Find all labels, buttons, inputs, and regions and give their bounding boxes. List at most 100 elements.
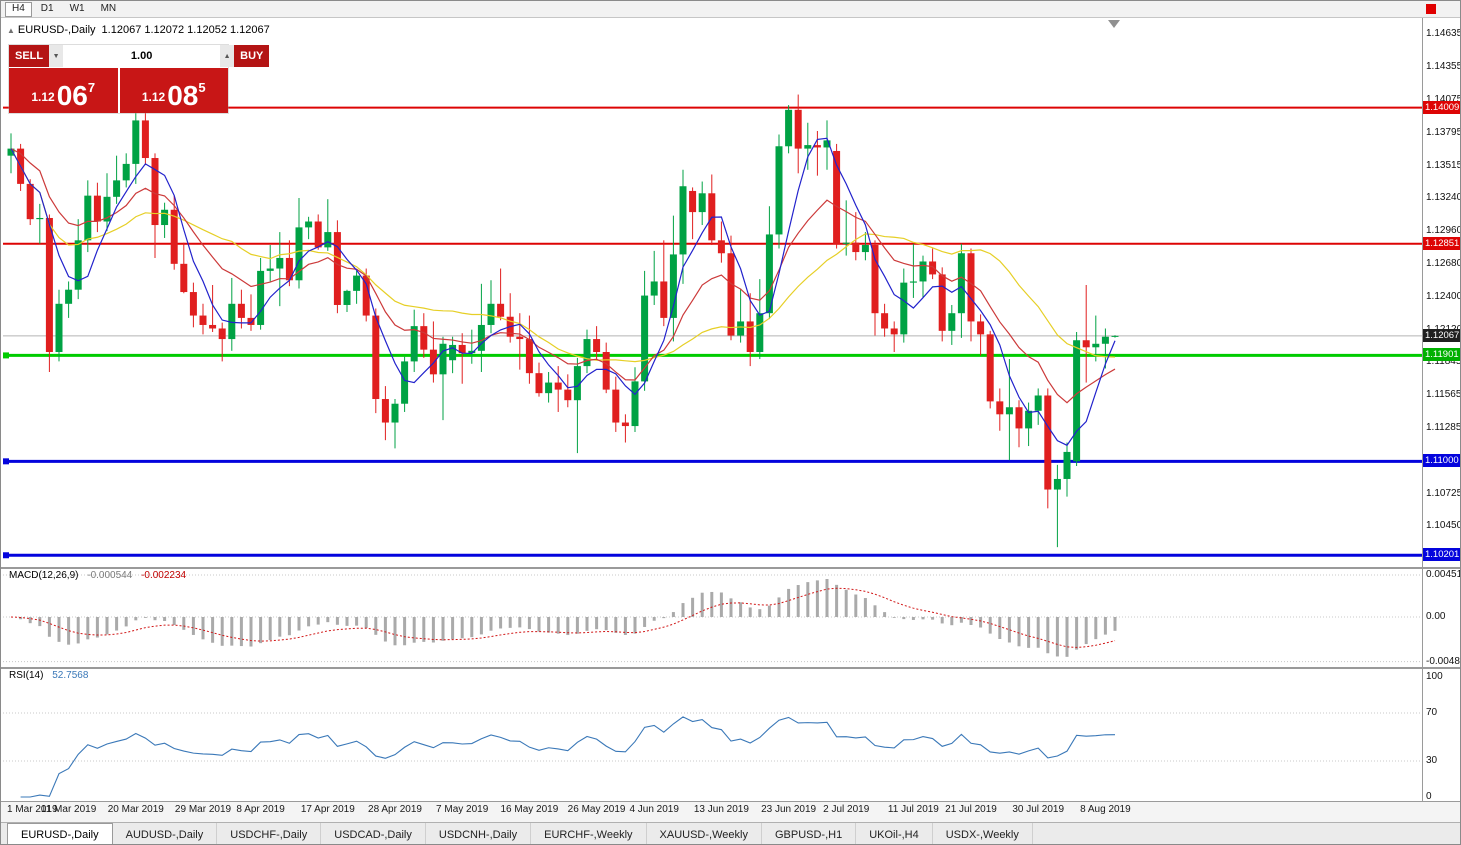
candle	[449, 344, 457, 361]
candle	[938, 274, 946, 331]
chart-tabs-bar: EURUSD-,Daily AUDUSD-,Daily USDCHF-,Daily U…	[1, 822, 1460, 844]
sell-price-sup: 7	[87, 80, 96, 95]
level-handle[interactable]	[3, 552, 9, 559]
tab-eurchf-weekly[interactable]: EURCHF-,Weekly	[531, 823, 647, 844]
price-tick-label: 1.11285	[1426, 421, 1461, 433]
tab-usdcnh-daily[interactable]: USDCNH-,Daily	[426, 823, 532, 844]
candle	[1082, 340, 1090, 348]
tab-gbpusd-h1[interactable]: GBPUSD-,H1	[762, 823, 857, 844]
chart-title: ▲ EURUSD-,Daily 1.12067 1.12072 1.12052 1.…	[7, 24, 270, 36]
date-label: 21 Jul 2019	[945, 804, 997, 815]
candle	[468, 350, 476, 354]
candle	[45, 217, 53, 352]
candle	[1025, 410, 1033, 429]
candle	[381, 399, 389, 423]
candle	[93, 195, 101, 222]
candle	[391, 403, 399, 423]
candle	[583, 339, 591, 367]
timeframe-h4-button[interactable]: H4	[5, 1, 32, 17]
candle	[737, 321, 745, 336]
candle	[861, 245, 869, 253]
buy-price-big: 08	[167, 80, 199, 112]
macd-signal-value: -0.002234	[141, 570, 187, 581]
price-level-tag: 1.11901	[1423, 348, 1460, 362]
level-handle[interactable]	[3, 458, 9, 465]
timeframe-mn-button[interactable]: MN	[94, 2, 124, 17]
tab-usdchf-daily[interactable]: USDCHF-,Daily	[217, 823, 322, 844]
macd-panel-divider[interactable]	[1, 567, 1460, 569]
macd-name: MACD(12,26,9)	[9, 570, 79, 581]
collapse-arrow-icon[interactable]: ▲	[7, 26, 15, 35]
volume-increase-button[interactable]: ▲	[220, 45, 235, 67]
chart-shift-marker-icon[interactable]	[1108, 20, 1120, 28]
top-toolbar: H4 D1 W1 MN	[1, 1, 1460, 18]
rsi-name: RSI(14)	[9, 670, 44, 681]
sell-price-prefix: 1.12	[31, 90, 55, 104]
rsi-layer	[3, 712, 1422, 798]
candle	[353, 275, 361, 291]
price-level-tag: 1.12851	[1423, 236, 1460, 250]
candle	[276, 257, 284, 269]
candle	[372, 315, 380, 400]
slow-yellow-ma-line	[10, 148, 1116, 363]
buy-button[interactable]: BUY	[234, 45, 270, 67]
date-axis: 1 Mar 2019 11 Mar 2019 20 Mar 2019 29 Mar 2…	[1, 804, 1422, 819]
candle	[324, 232, 332, 248]
candle	[554, 382, 562, 390]
price-tick-label: 1.13795	[1426, 126, 1461, 138]
candle	[775, 146, 783, 235]
candle	[26, 183, 34, 220]
candle	[65, 289, 73, 304]
candle	[458, 344, 466, 354]
sell-price-button[interactable]: 1.12 06 7	[9, 68, 118, 113]
tab-usdcad-daily[interactable]: USDCAD-,Daily	[321, 823, 426, 844]
candle	[343, 290, 351, 305]
candle	[900, 282, 908, 335]
date-label: 29 Mar 2019	[174, 804, 232, 815]
trade-panel-header-row: SELL ▼ ▲ BUY	[9, 45, 270, 67]
date-label: 23 Jun 2019	[761, 804, 817, 815]
volume-decrease-button[interactable]: ▼	[49, 45, 64, 67]
level-handle[interactable]	[3, 352, 9, 359]
time-axis-strip	[1, 802, 1460, 822]
candle	[525, 339, 533, 374]
candle	[631, 381, 639, 427]
candle	[1005, 407, 1013, 415]
tab-usdx-weekly[interactable]: USDX-,Weekly	[933, 823, 1033, 844]
tab-ukoil-h4[interactable]: UKOil-,H4	[856, 823, 933, 844]
macd-indicator-label: MACD(12,26,9) -0.000544 -0.002234	[9, 570, 186, 581]
one-click-trading-panel: SELL ▼ ▲ BUY 1.12 06 7 1.12 08 5	[9, 45, 270, 113]
candle	[890, 328, 898, 335]
candle	[660, 281, 668, 318]
candle	[881, 313, 889, 329]
timeframe-d1-button[interactable]: D1	[34, 2, 61, 17]
date-label: 8 Apr 2019	[236, 804, 285, 815]
tab-eurusd-daily[interactable]: EURUSD-,Daily	[7, 823, 113, 844]
timeframe-w1-button[interactable]: W1	[63, 2, 92, 17]
candle	[189, 292, 197, 316]
candle	[516, 336, 524, 340]
date-label: 2 Jul 2019	[823, 804, 870, 815]
candle	[669, 254, 677, 318]
candle	[401, 361, 409, 404]
price-tick-label: 1.10450	[1426, 519, 1461, 531]
candle	[228, 303, 236, 340]
price-tick-label: 1.12960	[1426, 224, 1461, 236]
date-label: 11 Jul 2019	[887, 804, 939, 815]
macd-tick-label: 0.004517	[1426, 568, 1460, 580]
candle	[113, 180, 121, 197]
rsi-panel-divider[interactable]	[1, 667, 1460, 669]
candle	[74, 240, 82, 290]
tab-xauusd-weekly[interactable]: XAUUSD-,Weekly	[647, 823, 762, 844]
date-label: 20 Mar 2019	[107, 804, 164, 815]
candle	[919, 261, 927, 282]
sell-button[interactable]: SELL	[9, 45, 50, 67]
candle	[871, 245, 879, 314]
candle	[84, 195, 92, 241]
candle	[785, 109, 793, 147]
volume-input[interactable]	[63, 45, 221, 67]
price-level-tag: 1.10201	[1423, 548, 1460, 562]
tab-audusd-daily[interactable]: AUDUSD-,Daily	[113, 823, 218, 844]
buy-price-button[interactable]: 1.12 08 5	[119, 68, 228, 113]
